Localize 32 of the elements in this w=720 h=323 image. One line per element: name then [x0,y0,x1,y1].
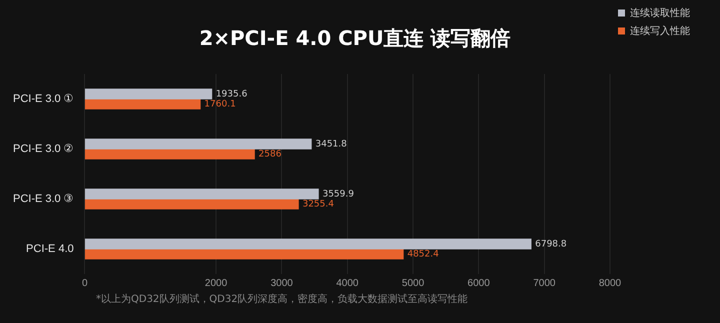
x-tick-label: 7000 [533,278,556,289]
x-tick-label: 3000 [270,278,294,289]
bar [84,98,201,110]
chart-title: 2×PCI-E 4.0 CPU直连 读写翻倍 [199,26,511,50]
bar [84,238,532,250]
data-label: 1760.1 [204,99,236,110]
bar [84,88,212,100]
x-tick-label: 2000 [204,278,228,289]
text: *以上为QD32队列测试，QD32队列深度高，密度高，负载大数据测试至高读写性能 [96,294,468,306]
y-tick-label: PCI-E 4.0 [26,243,74,256]
data-label: 6798.8 [535,239,567,250]
bar [84,138,312,150]
bar [84,148,255,160]
legend-label: 连续写入性能 [630,24,690,37]
data-label: 3451.8 [315,139,348,150]
x-tick-label: 6000 [468,278,490,289]
x-tick-label: 5000 [402,278,425,289]
data-label: 4852.4 [407,249,440,260]
data-label: 3559.9 [322,189,354,200]
y-tick-label: PCI-E 3.0 ③ [12,193,74,206]
x-tick-label: 8000 [598,278,622,289]
x-tick-label: 4000 [336,278,359,289]
data-label: 2586 [258,149,282,160]
legend-label: 连续读取性能 [630,6,690,19]
y-tick-label: PCI-E 3.0 ① [12,93,74,106]
x-tick-label: 0 [82,278,88,289]
y-tick-label: PCI-E 3.0 ② [12,143,74,156]
data-label: 3255.4 [302,199,334,210]
bar [84,198,299,210]
data-label: 1935.6 [216,89,248,100]
bar [84,188,319,200]
bar [84,248,404,260]
